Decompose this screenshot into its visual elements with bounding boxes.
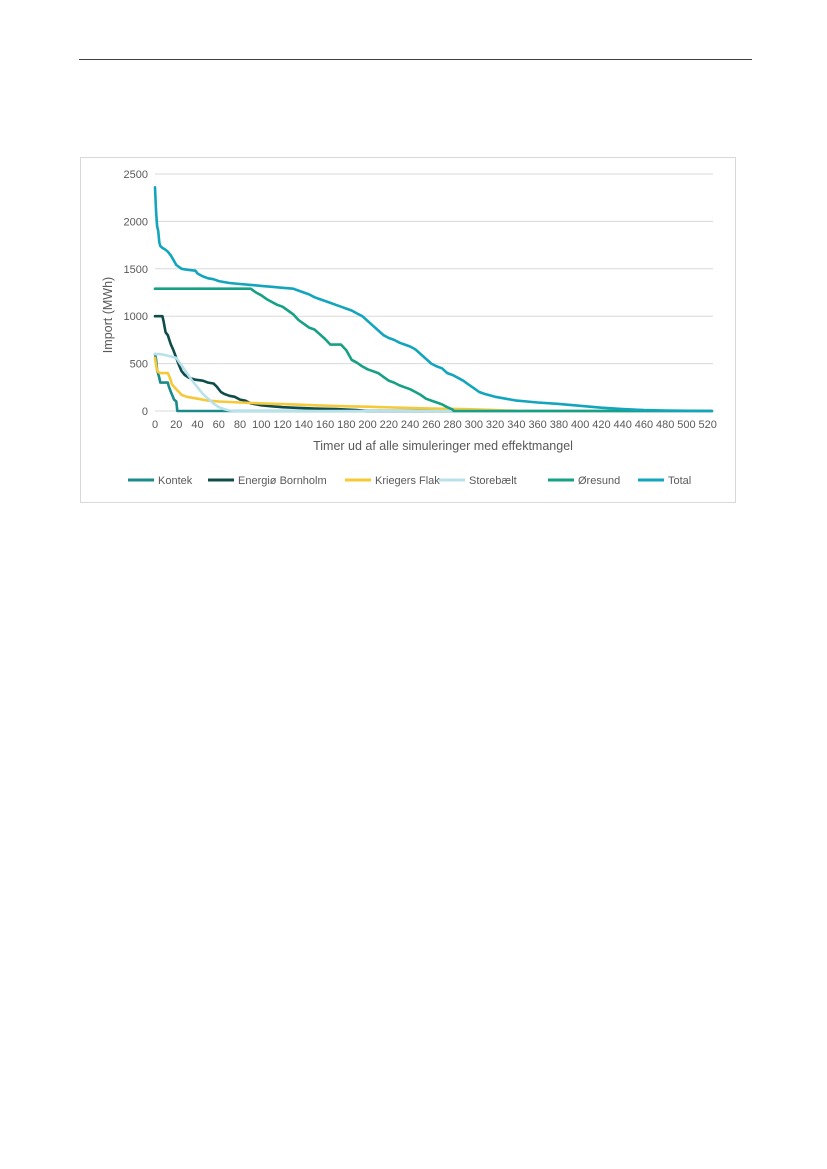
legend-label-kriegers-flak: Kriegers Flak: [375, 475, 440, 487]
series-line-total: [153, 185, 714, 413]
x-tick-label: 420: [592, 419, 610, 431]
y-tick-label: 0: [142, 406, 148, 418]
x-tick-label: 0: [152, 419, 158, 431]
series-line--resund: [153, 287, 714, 413]
x-tick-label: 520: [699, 419, 717, 431]
series-line-kriegers-flak: [153, 356, 714, 413]
y-tick-label: 1500: [124, 264, 148, 276]
x-axis-title: Timer ud af alle simuleringer med effekt…: [313, 439, 573, 453]
series-lines: [153, 185, 714, 413]
x-tick-label: 240: [401, 419, 419, 431]
legend-label--resund: Øresund: [578, 475, 620, 487]
chart-frame: 0 500 1000 1500 2000 2500 0 20 40 60 80 100 120 140 1…: [80, 157, 736, 503]
x-tick-label: 260: [422, 419, 440, 431]
legend: Kontek Energiø Bornholm Kriegers Flak Store…: [128, 475, 691, 487]
y-tick-label: 2500: [124, 169, 148, 181]
x-tick-label: 100: [252, 419, 270, 431]
x-tick-label: 300: [465, 419, 483, 431]
legend-label-kontek: Kontek: [158, 475, 193, 487]
legend-label-energi-bornholm: Energiø Bornholm: [238, 475, 327, 487]
x-tick-label: 380: [550, 419, 568, 431]
x-tick-label: 180: [337, 419, 355, 431]
x-tick-label: 120: [273, 419, 291, 431]
x-tick-label: 60: [213, 419, 225, 431]
x-tick-label: 440: [613, 419, 631, 431]
series-line-energi-bornholm: [153, 314, 714, 413]
series-line-storeb-lt: [153, 352, 714, 413]
x-tick-label: 340: [507, 419, 525, 431]
x-tick-label: 280: [443, 419, 461, 431]
x-tick-label: 320: [486, 419, 504, 431]
header-rule: [79, 59, 752, 60]
y-tick-label: 1000: [124, 311, 148, 323]
y-axis-title: Import (MWh): [101, 277, 115, 353]
x-tick-label: 500: [677, 419, 695, 431]
x-tick-label: 460: [635, 419, 653, 431]
x-tick-label: 360: [528, 419, 546, 431]
x-tick-label: 400: [571, 419, 589, 431]
x-tick-labels: 0 20 40 60 80 100 120 140 160 180 200 220 240 260 280 3…: [152, 419, 717, 431]
x-tick-label: 480: [656, 419, 674, 431]
gridlines: [155, 173, 713, 412]
legend-label-total: Total: [668, 475, 691, 487]
y-tick-labels: 0 500 1000 1500 2000 2500: [124, 169, 148, 418]
x-tick-label: 220: [380, 419, 398, 431]
y-tick-label: 2000: [124, 216, 148, 228]
x-tick-label: 140: [295, 419, 313, 431]
x-tick-label: 20: [170, 419, 182, 431]
x-tick-label: 80: [234, 419, 246, 431]
x-tick-label: 40: [191, 419, 203, 431]
x-tick-label: 160: [316, 419, 334, 431]
legend-label-storeb-lt: Storebælt: [469, 475, 517, 487]
y-tick-label: 500: [130, 359, 148, 371]
x-tick-label: 200: [358, 419, 376, 431]
